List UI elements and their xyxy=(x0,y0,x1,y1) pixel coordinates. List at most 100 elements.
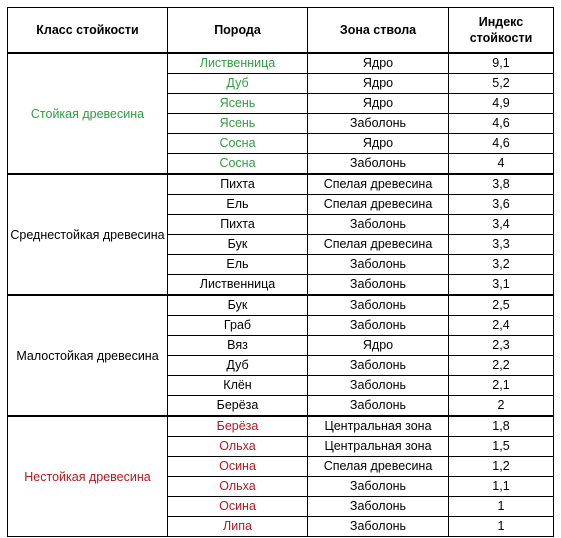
index-cell: 1,2 xyxy=(448,456,554,477)
index-cell: 5,2 xyxy=(448,73,554,94)
table-row: Ель Заболонь 3,2 xyxy=(8,254,554,275)
zone-cell: Заболонь xyxy=(307,274,449,296)
species-cell: Ясень xyxy=(167,93,308,114)
species-cell: Клён xyxy=(167,375,308,396)
index-cell: 3,4 xyxy=(448,214,554,235)
table-row: Малостойкая древесина Бук Заболонь 2,5 xyxy=(7,294,554,417)
durability-class-cell: Малостойкая древесина xyxy=(7,294,168,417)
table-row: Ольха Центральная зона 1,5 xyxy=(8,436,554,457)
zone-cell: Ядро xyxy=(307,73,449,94)
index-cell: 4,9 xyxy=(448,93,554,114)
index-cell: 1,5 xyxy=(448,436,554,457)
species-cell: Бук xyxy=(167,234,308,255)
zone-cell: Заболонь xyxy=(307,254,449,275)
table-row: Граб Заболонь 2,4 xyxy=(8,315,554,336)
species-cell: Ель xyxy=(167,254,308,275)
zone-cell: Заболонь xyxy=(307,375,449,396)
zone-cell: Заболонь xyxy=(307,315,449,336)
species-cell: Ольха xyxy=(167,436,308,457)
table-row: Бук Спелая древесина 3,3 xyxy=(8,234,554,255)
table-row: Липа Заболонь 1 xyxy=(8,516,554,537)
header-row: Класс стойкости Порода Зона ствола Индек… xyxy=(7,7,554,54)
table-row: Ясень Ядро 4,9 xyxy=(8,93,554,114)
table-row: Клён Заболонь 2,1 xyxy=(8,375,554,396)
durability-class-cell: Стойкая древесина xyxy=(7,52,168,175)
zone-cell: Ядро xyxy=(307,335,449,356)
index-cell: 2,3 xyxy=(448,335,554,356)
header-class: Класс стойкости xyxy=(7,7,168,54)
index-cell: 1,8 xyxy=(448,415,554,437)
header-index: Индекс стойкости xyxy=(448,7,554,54)
zone-cell: Ядро xyxy=(307,52,449,74)
index-cell: 3,2 xyxy=(448,254,554,275)
zone-cell: Ядро xyxy=(307,133,449,154)
index-cell: 3,8 xyxy=(448,173,554,195)
zone-cell: Спелая древесина xyxy=(307,234,449,255)
species-cell: Лиственница xyxy=(167,274,308,296)
species-cell: Сосна xyxy=(167,133,308,154)
index-cell: 3,3 xyxy=(448,234,554,255)
zone-cell: Заболонь xyxy=(307,355,449,376)
table-row: Стойкая древесина Лиственница Ядро 9,1 xyxy=(7,52,554,175)
zone-cell: Заболонь xyxy=(307,516,449,537)
index-cell: 1,1 xyxy=(448,476,554,497)
header-index-label: Индекс стойкости xyxy=(469,15,533,45)
table-row: Среднестойкая древесина Пихта Спелая древе… xyxy=(7,173,554,296)
index-cell: 1 xyxy=(448,516,554,537)
header-species: Порода xyxy=(167,7,308,54)
zone-cell: Ядро xyxy=(307,93,449,114)
zone-cell: Центральная зона xyxy=(307,436,449,457)
index-cell: 4 xyxy=(448,153,554,175)
table-row: Лиственница Заболонь 3,1 xyxy=(8,274,554,296)
species-cell: Берёза xyxy=(167,415,308,437)
zone-cell: Заболонь xyxy=(307,113,449,134)
index-cell: 2 xyxy=(448,395,554,417)
zone-cell: Заболонь xyxy=(307,214,449,235)
zone-cell: Спелая древесина xyxy=(307,194,449,215)
index-cell: 4,6 xyxy=(448,113,554,134)
species-cell: Сосна xyxy=(167,153,308,175)
zone-cell: Заболонь xyxy=(307,153,449,175)
table-row: Дуб Заболонь 2,2 xyxy=(8,355,554,376)
zone-cell: Заболонь xyxy=(307,395,449,417)
species-cell: Дуб xyxy=(167,355,308,376)
table-row: Ель Спелая древесина 3,6 xyxy=(8,194,554,215)
table-row: Осина Заболонь 1 xyxy=(8,496,554,517)
durability-class-cell: Среднестойкая древесина xyxy=(7,173,168,296)
species-cell: Дуб xyxy=(167,73,308,94)
zone-cell: Заболонь xyxy=(307,294,449,316)
species-cell: Лиственница xyxy=(167,52,308,74)
index-cell: 3,6 xyxy=(448,194,554,215)
species-cell: Ясень xyxy=(167,113,308,134)
durability-table: Класс стойкости Порода Зона ствола Индек… xyxy=(7,7,554,537)
species-cell: Осина xyxy=(167,496,308,517)
index-cell: 2,2 xyxy=(448,355,554,376)
index-cell: 1 xyxy=(448,496,554,517)
species-cell: Пихта xyxy=(167,214,308,235)
index-cell: 4,6 xyxy=(448,133,554,154)
zone-cell: Заболонь xyxy=(307,476,449,497)
zone-cell: Центральная зона xyxy=(307,415,449,437)
species-cell: Берёза xyxy=(167,395,308,417)
species-cell: Ель xyxy=(167,194,308,215)
species-cell: Пихта xyxy=(167,173,308,195)
species-cell: Бук xyxy=(167,294,308,316)
zone-cell: Заболонь xyxy=(307,496,449,517)
durability-class-cell: Нестойкая древесина xyxy=(7,415,168,537)
index-cell: 2,5 xyxy=(448,294,554,316)
index-cell: 9,1 xyxy=(448,52,554,74)
index-cell: 3,1 xyxy=(448,274,554,296)
table-row: Осина Спелая древесина 1,2 xyxy=(8,456,554,477)
zone-cell: Спелая древесина xyxy=(307,456,449,477)
header-zone: Зона ствола xyxy=(307,7,449,54)
species-cell: Граб xyxy=(167,315,308,336)
species-cell: Ольха xyxy=(167,476,308,497)
table-row: Сосна Ядро 4,6 xyxy=(8,133,554,154)
index-cell: 2,4 xyxy=(448,315,554,336)
table-row: Сосна Заболонь 4 xyxy=(8,153,554,175)
zone-cell: Спелая древесина xyxy=(307,173,449,195)
index-cell: 2,1 xyxy=(448,375,554,396)
species-cell: Вяз xyxy=(167,335,308,356)
species-cell: Осина xyxy=(167,456,308,477)
table-row: Нестойкая древесина Берёза Центральная зон… xyxy=(7,415,554,537)
